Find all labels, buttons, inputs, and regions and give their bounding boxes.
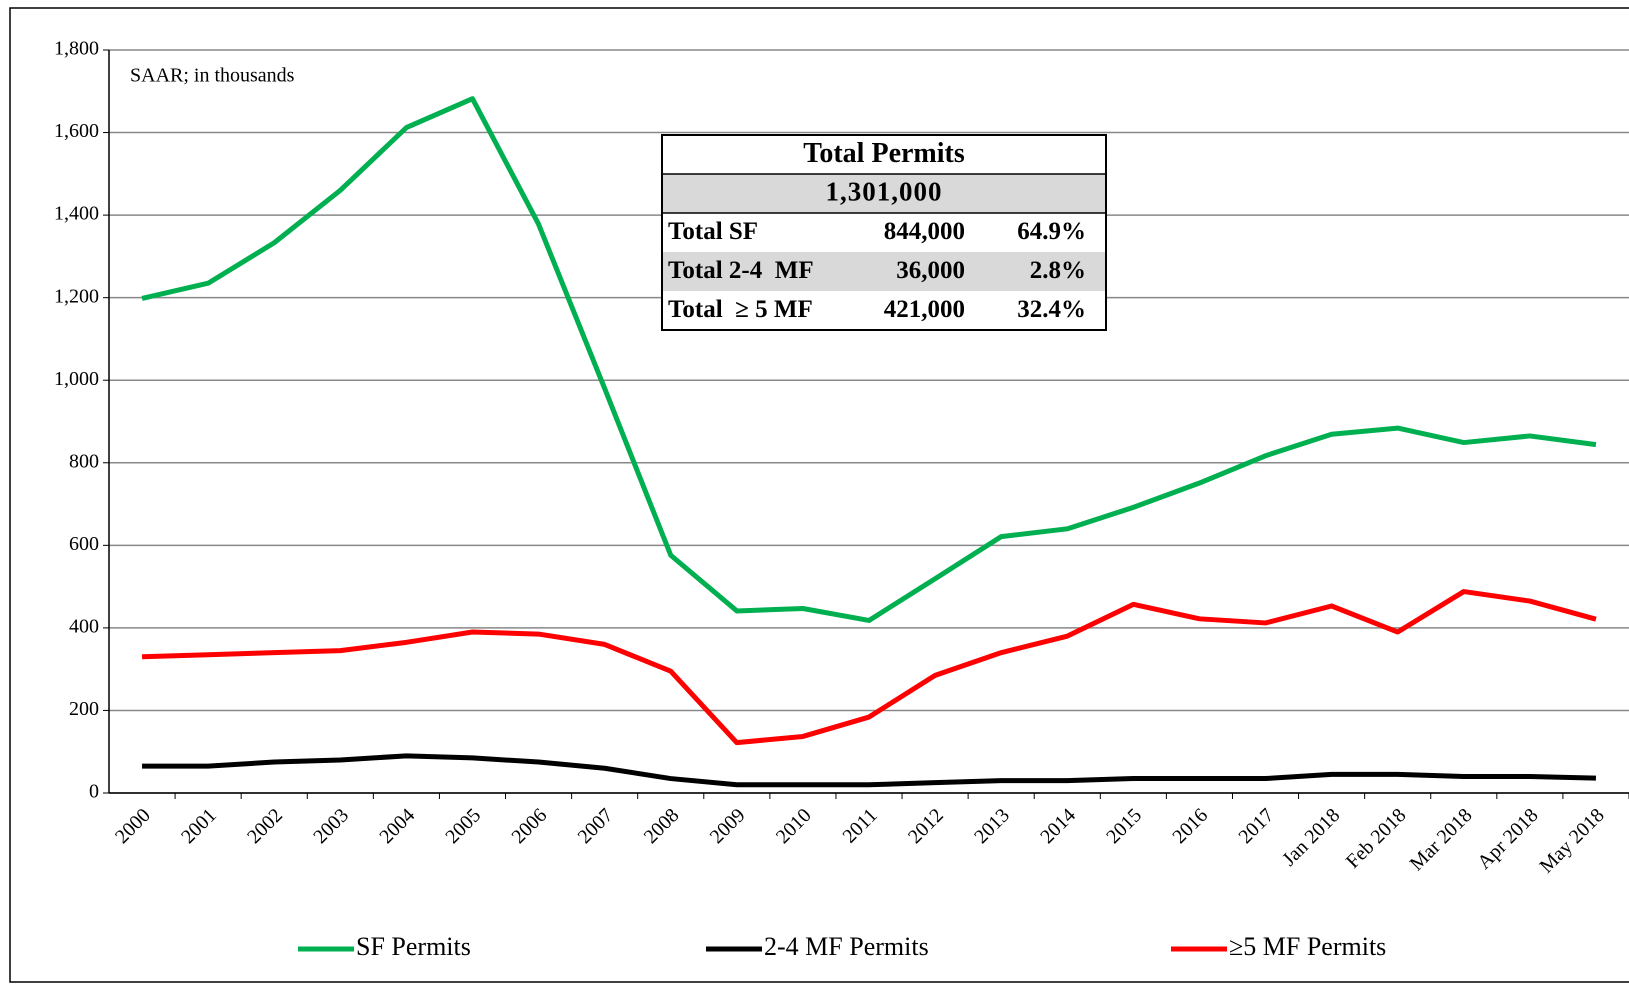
table-cell: Total ≥ 5 MF — [668, 296, 813, 323]
y-tick-label: 400 — [69, 615, 99, 637]
y-tick-label: 1,400 — [54, 203, 99, 225]
series-line — [141, 589, 1597, 746]
y-tick-label: 200 — [69, 698, 99, 720]
x-tick-label: Feb 2018 — [1342, 804, 1411, 873]
x-tick-label: 2014 — [1036, 804, 1080, 848]
y-tick-label: 800 — [69, 450, 99, 472]
legend-label: 2-4 MF Permits — [764, 932, 929, 961]
y-tick-label: 600 — [69, 533, 99, 555]
x-tick-label: 2009 — [706, 804, 750, 848]
x-tick-label: Mar 2018 — [1406, 804, 1477, 875]
y-tick-label: 1,200 — [54, 285, 99, 307]
legend-label: SF Permits — [356, 932, 471, 961]
table-cell: 64.9% — [1017, 218, 1086, 245]
x-tick-label: 2006 — [508, 804, 552, 848]
table-title: Total Permits — [803, 138, 965, 169]
x-tick-label: 2005 — [441, 804, 485, 848]
table-cell: 36,000 — [896, 257, 965, 284]
x-tick-label: 2000 — [111, 804, 155, 848]
table-border — [661, 134, 1107, 331]
x-tick-label: 2017 — [1234, 804, 1278, 848]
table-bg — [662, 135, 1106, 330]
x-tick-label: 2003 — [309, 804, 353, 848]
x-tick-label: 2001 — [177, 804, 221, 848]
table-cell: 32.4% — [1017, 296, 1086, 323]
x-tick-label: May 2018 — [1535, 804, 1608, 877]
x-tick-label: 2004 — [375, 804, 419, 848]
y-tick-label: 1,800 — [54, 38, 99, 60]
table-cell: 421,000 — [884, 296, 965, 323]
x-tick-label: 2010 — [772, 804, 816, 848]
x-tick-label: Jan 2018 — [1278, 804, 1344, 870]
table-cell: 844,000 — [884, 218, 965, 245]
x-tick-label: 2008 — [640, 804, 684, 848]
y-tick-label: 1,000 — [54, 368, 99, 390]
table-cell: Total 2-4 MF — [668, 257, 814, 284]
table-total: 1,301,000 — [826, 177, 943, 207]
series-line — [142, 753, 1597, 788]
table-cell: 2.8% — [1030, 257, 1086, 284]
summary-table: Total Permits 1,301,000 Total SF 844,000 64.… — [661, 134, 1107, 331]
table-cell: Total SF — [668, 218, 758, 245]
x-tick-label: 2013 — [970, 804, 1014, 848]
note: SAAR; in thousands — [130, 65, 295, 87]
table-shade — [662, 174, 1106, 213]
x-tick-label: 2011 — [838, 804, 881, 847]
y-tick-label: 1,600 — [54, 120, 99, 142]
series-line — [141, 96, 1597, 623]
chart-border — [9, 7, 1629, 983]
legend-label: ≥5 MF Permits — [1229, 932, 1386, 961]
y-tick-label: 0 — [89, 781, 99, 803]
x-tick-label: Apr 2018 — [1473, 804, 1542, 873]
x-tick-label: 2002 — [243, 804, 287, 848]
x-tick-label: 2016 — [1168, 804, 1212, 848]
x-tick-label: 2007 — [574, 804, 618, 848]
x-tick-label: 2015 — [1102, 804, 1146, 848]
table-shade — [662, 252, 1106, 291]
x-tick-label: 2012 — [904, 804, 948, 848]
